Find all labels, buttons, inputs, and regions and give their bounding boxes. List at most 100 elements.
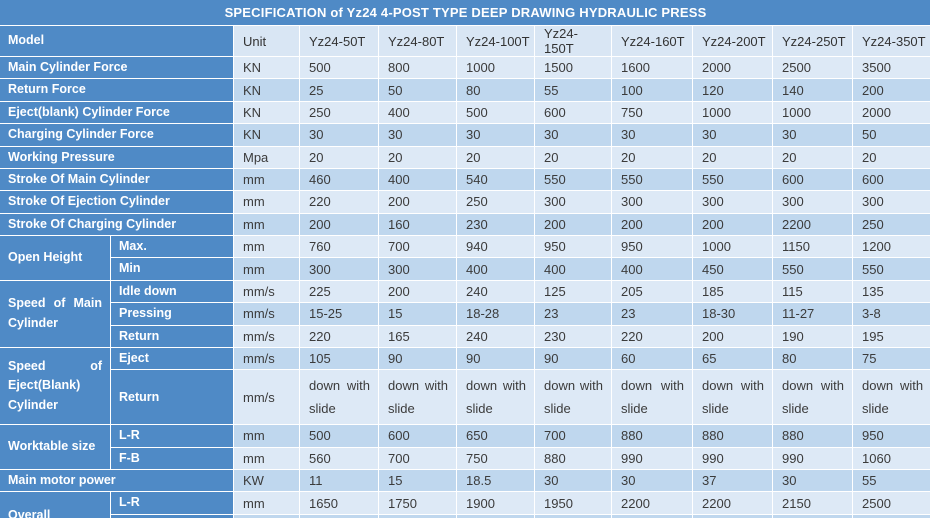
value-cell: 2200 [692,513,773,518]
value-cell: 880 [772,424,853,448]
value-cell: 1600 [611,55,693,80]
value-cell: 30 [692,123,773,147]
value-cell: 30 [611,468,693,493]
row-group-label: Speed of Eject(Blank) Cylinder [0,346,111,426]
value-cell: 2000 [692,55,773,80]
value-cell: 120 [692,78,773,102]
value-cell: 250 [299,100,379,125]
value-cell: 200 [692,324,773,348]
table-row: Speed of Eject(Blank) Cylinder Eject mm/s 1… [0,346,930,426]
value-cell: down with slide [611,369,693,426]
value-cell: 200 [534,212,612,237]
row-sub-label: F-B [110,446,234,471]
value-cell: 20 [692,145,773,169]
value-cell: 400 [534,257,612,281]
value-cell: 500 [299,424,379,448]
value-cell: 140 [772,78,853,102]
value-cell: 1150 [772,234,853,259]
table-row: Min mm 300 300 400 400 400 450 550 550 [0,257,930,281]
value-cell: 550 [534,167,612,192]
value-cell: 20 [378,145,457,169]
value-cell: 18-28 [456,302,535,326]
unit-cell: KN [233,123,300,147]
value-cell: 1000 [692,234,773,259]
value-cell: 560 [299,446,379,471]
value-cell: 30 [378,123,457,147]
unit-cell: KN [233,78,300,102]
value-cell: down with slide [692,369,773,426]
table-row: Stroke Of Ejection Cylinder mm 220 200 250 30… [0,190,930,214]
row-group-label: Worktable size [0,424,111,470]
value-cell: 700 [378,446,457,471]
value-cell: 990 [611,446,693,471]
value-cell: 750 [456,446,535,471]
value-cell: 2000 [611,513,693,518]
value-cell: 100 [611,78,693,102]
model-column-header: Yz24-350T [851,25,930,57]
value-cell: 300 [299,257,379,281]
value-cell: 1650 [299,491,379,515]
value-cell: 450 [692,257,773,281]
unit-cell: mm [233,424,300,448]
value-cell: 540 [456,167,535,192]
value-cell: 500 [299,55,379,80]
row-label: Eject(blank) Cylinder Force [0,100,234,125]
value-cell: 950 [534,234,612,259]
value-cell: 115 [772,279,853,304]
value-cell: 30 [534,123,612,147]
value-cell: 230 [456,212,535,237]
value-cell: down with slide [772,369,853,426]
value-cell: 300 [378,257,457,281]
value-cell: down with slide [851,369,930,426]
value-cell: 1350 [299,513,379,518]
value-cell: 80 [772,346,853,371]
value-cell: 600 [851,167,930,192]
value-cell: 125 [534,279,612,304]
value-cell: 90 [534,346,612,371]
value-cell: 18.5 [456,468,535,493]
row-sub-label: F-B [110,513,234,518]
title-row: SPECIFICATION of Yz24 4-POST TYPE DEEP D… [0,0,930,26]
value-cell: 1950 [534,491,612,515]
value-cell: 460 [299,167,379,192]
value-cell: 65 [692,346,773,371]
table-row: Stroke Of Charging Cylinder mm 200 160 230 20… [0,212,930,237]
value-cell: 55 [851,468,930,493]
table-row: Return mm/s down with slide down with slide… [0,369,930,426]
table-row: Main motor power KW 11 15 18.5 30 30 37 30 55 [0,468,930,493]
value-cell: 200 [378,190,457,214]
unit-cell: KN [233,55,300,80]
value-cell: 600 [772,167,853,192]
value-cell: 240 [456,279,535,304]
value-cell: 165 [378,324,457,348]
value-cell: 1000 [772,100,853,125]
value-cell: down with slide [534,369,612,426]
value-cell: 250 [456,190,535,214]
value-cell: 2150 [772,491,853,515]
value-cell: 300 [611,190,693,214]
value-cell: 18-30 [692,302,773,326]
value-cell: 760 [299,234,379,259]
value-cell: 75 [851,346,930,371]
value-cell: 300 [534,190,612,214]
value-cell: 600 [378,424,457,448]
value-cell: 300 [692,190,773,214]
unit-cell: mm/s [233,302,300,326]
value-cell: 220 [299,190,379,214]
value-cell: 200 [611,212,693,237]
row-sub-label: L-R [110,491,234,515]
value-cell: 190 [772,324,853,348]
model-header-cell: Model [0,25,234,57]
value-cell: 225 [299,279,379,304]
value-cell: 50 [378,78,457,102]
value-cell: 1750 [851,513,930,518]
value-cell: 950 [611,234,693,259]
value-cell: 20 [299,145,379,169]
value-cell: 80 [456,78,535,102]
value-cell: 950 [851,424,930,448]
unit-cell: mm [233,167,300,192]
value-cell: 195 [851,324,930,348]
value-cell: 250 [851,212,930,237]
value-cell: 1750 [378,491,457,515]
